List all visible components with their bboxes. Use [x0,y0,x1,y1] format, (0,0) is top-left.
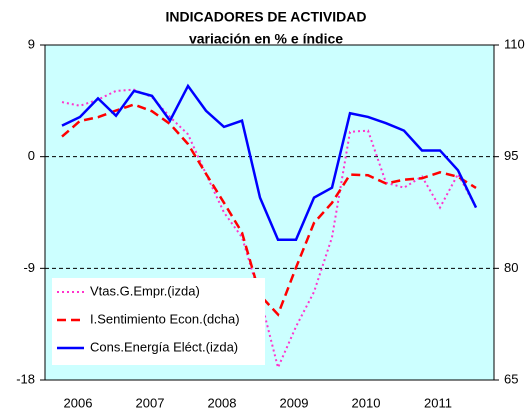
x-tick-label: 2007 [136,395,165,410]
chart-title: INDICADORES DE ACTIVIDAD [166,9,367,25]
legend-box [52,278,265,365]
x-tick-label: 2010 [352,395,381,410]
y2-tick-label: 110 [504,36,525,51]
y2-tick-label: 80 [504,260,518,275]
legend-label: Vtas.G.Empr.(izda) [90,283,200,298]
y-tick-label: 0 [28,148,35,163]
y-tick-label: 9 [28,36,35,51]
x-tick-label: 2009 [280,395,309,410]
legend-label: Cons.Energía Eléct.(izda) [90,339,238,354]
y-tick-label: -9 [23,260,35,275]
x-tick-label: 2008 [208,395,237,410]
y-tick-label: -18 [16,371,35,386]
series-line [61,83,478,242]
x-tick-label: 2006 [64,395,93,410]
plot-border [44,44,495,381]
y2-tick-label: 65 [504,371,518,386]
legend-label: I.Sentimiento Econ.(dcha) [90,311,240,326]
chart-subtitle: variación en % e índice [189,31,343,47]
y2-tick-label: 95 [504,148,518,163]
x-tick-label: 2011 [424,395,452,410]
series-line [61,103,477,317]
